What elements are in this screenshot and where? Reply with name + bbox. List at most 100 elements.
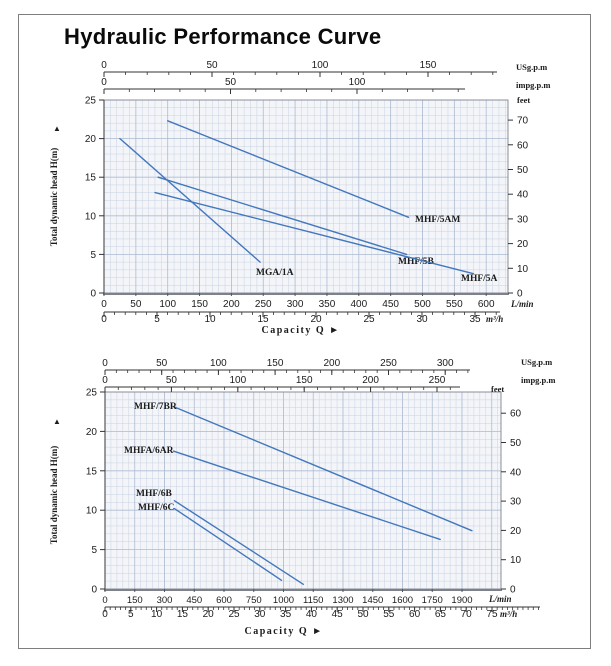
impgpm-tick-label: 150: [296, 375, 313, 386]
lmin-tick-label: 600: [478, 299, 495, 310]
usgpm-tick-label: 50: [156, 358, 168, 369]
m3h-tick-label: 15: [257, 314, 269, 325]
top-axis-usgpm: 0 50 100 150 200 250 300 USg.p.m: [102, 357, 552, 375]
head-m-tick-label: 5: [90, 250, 96, 261]
curve-label-mga-1a: MGA/1A: [256, 268, 294, 278]
x-axis-m3h: 0 5 10 15 20 25 30 35 40 45 50 55 60 65 70 75 m³/h: [102, 606, 540, 620]
m3h-tick-label: 25: [228, 609, 240, 620]
lmin-tick-label: 1600: [392, 595, 413, 606]
m3h-tick-label: 10: [151, 609, 163, 620]
head-axis-title: Total dynamic head H(m): [49, 148, 59, 246]
curve-mhfa-6ar: [172, 450, 441, 541]
m3h-tick-label: 70: [461, 609, 473, 620]
lmin-tick-label: 400: [350, 299, 367, 310]
m3h-tick-label: 60: [409, 609, 421, 620]
head-m-tick-label: 15: [85, 173, 97, 184]
x-axis-lmin: 0 150 300 450 600 750 1000 1150 1300 1450 1600 1750…: [102, 589, 512, 606]
curve-label-mhf-5am: MHF/5AM: [415, 215, 460, 225]
m3h-unit-label: m³/h: [486, 314, 503, 324]
lmin-tick-label: 150: [191, 299, 208, 310]
lmin-tick-label: 150: [127, 595, 143, 606]
feet-tick-label: 0: [517, 289, 523, 300]
curve-label-mhf-5b: MHF/5B: [398, 257, 435, 267]
top-axis-usgpm: 0 50 100 150 USg.p.m: [101, 60, 547, 77]
usgpm-tick-label: 100: [210, 358, 227, 369]
head-m-tick-label: 25: [86, 388, 98, 399]
feet-tick-label: 30: [517, 214, 529, 225]
curve-mhf-6c: [173, 507, 283, 581]
top-axis-impgpm: 0 50 100 150 200 250 impg.p.m: [102, 375, 555, 392]
curve-mhf-5b: [157, 176, 408, 256]
y-axis-feet: 0 10 20 30 40 50 60 70 feet: [508, 95, 530, 300]
lmin-tick-label: 250: [255, 299, 272, 310]
head-m-tick-label: 5: [91, 545, 97, 556]
x-axis-lmin: 0 50 100 150 200 250 300 350 400 450 500 550 600 L/mi…: [101, 293, 534, 310]
feet-tick-label: 70: [517, 116, 529, 127]
curve-label-mhf-7br: MHF/7BR: [134, 402, 177, 412]
capacity-axis-title: Capacity Q ►: [244, 626, 323, 637]
y-axis-feet: 0 10 20 30 40 50 60 feet: [491, 384, 522, 596]
head-m-tick-label: 0: [91, 585, 97, 596]
plot-area: [104, 100, 508, 293]
lmin-tick-label: 1000: [273, 595, 294, 606]
curve-label-mhf-5a: MHF/5A: [461, 274, 498, 284]
m3h-tick-label: 15: [177, 609, 189, 620]
m3h-tick-label: 25: [363, 314, 375, 325]
lmin-unit-label: L/min: [510, 299, 534, 309]
usgpm-tick-label: 0: [101, 60, 107, 71]
feet-unit-label: feet: [517, 95, 530, 105]
usgpm-tick-label: 200: [323, 358, 340, 369]
lmin-tick-label: 500: [414, 299, 431, 310]
lmin-tick-label: 350: [319, 299, 336, 310]
impgpm-tick-label: 250: [429, 375, 446, 386]
x-axis-m3h: 0 5 10 15 20 25 30 35 m³/h: [101, 311, 503, 325]
impgpm-tick-label: 200: [362, 375, 379, 386]
impgpm-tick-label: 50: [225, 77, 237, 88]
curve-label-mhf-6c: MHF/6C: [138, 503, 175, 513]
lmin-tick-label: 450: [382, 299, 399, 310]
curve-mhf-7br: [173, 406, 473, 532]
capacity-axis-title: Capacity Q ►: [261, 325, 340, 336]
feet-tick-label: 40: [517, 190, 529, 201]
impgpm-tick-label: 100: [349, 77, 366, 88]
m3h-tick-label: 50: [357, 609, 369, 620]
grid: [103, 99, 508, 294]
usgpm-unit-label: USg.p.m: [521, 357, 552, 367]
head-m-tick-label: 20: [86, 427, 98, 438]
feet-tick-label: 50: [510, 438, 522, 449]
m3h-tick-label: 0: [102, 609, 108, 620]
plot-area: [105, 392, 501, 589]
impgpm-unit-label: impg.p.m: [521, 375, 555, 385]
y-axis-head-m: 0 5 10 15 20 25: [86, 388, 105, 596]
feet-tick-label: 60: [517, 140, 529, 151]
head-m-tick-label: 15: [86, 466, 98, 477]
usgpm-tick-label: 300: [437, 358, 454, 369]
page-title: Hydraulic Performance Curve: [64, 24, 382, 49]
curve-mhf-5am: [166, 120, 410, 219]
curve-mga-1a: [119, 137, 261, 263]
lmin-tick-label: 450: [186, 595, 202, 606]
feet-tick-label: 20: [510, 526, 522, 537]
usgpm-tick-label: 50: [206, 60, 218, 71]
usgpm-tick-label: 250: [380, 358, 397, 369]
m3h-tick-label: 0: [101, 314, 107, 325]
head-axis-title: Total dynamic head H(m): [49, 446, 59, 544]
feet-tick-label: 60: [510, 409, 522, 420]
feet-unit-label: feet: [491, 384, 504, 394]
curve-label-mhf-6b: MHF/6B: [136, 489, 173, 499]
head-axis-up-arrow-icon: ▲: [53, 417, 61, 426]
lmin-tick-label: 600: [216, 595, 232, 606]
impgpm-unit-label: impg.p.m: [516, 80, 550, 90]
m3h-tick-label: 45: [332, 609, 344, 620]
feet-tick-label: 40: [510, 467, 522, 478]
feet-tick-label: 0: [510, 585, 516, 596]
feet-tick-label: 50: [517, 165, 529, 176]
impgpm-tick-label: 0: [101, 77, 107, 88]
y-axis-head-m: 0 5 10 15 20 25: [85, 96, 104, 300]
lmin-tick-label: 200: [223, 299, 240, 310]
impgpm-tick-label: 0: [102, 375, 108, 386]
usgpm-tick-label: 150: [267, 358, 284, 369]
curve-mhf-5a: [154, 191, 475, 275]
